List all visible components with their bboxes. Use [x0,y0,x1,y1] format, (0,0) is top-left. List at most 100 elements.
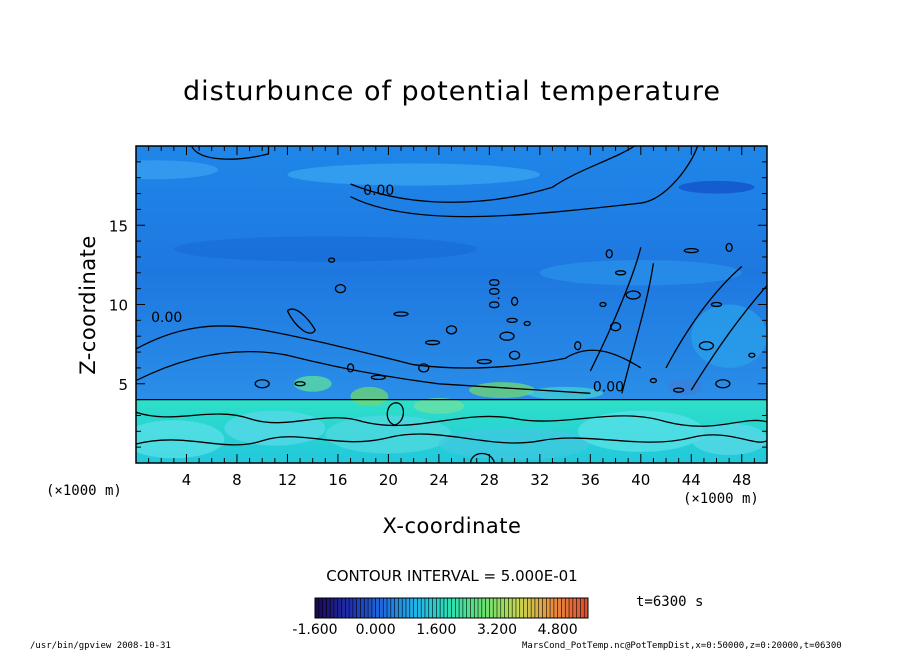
x-tick-label: 40 [631,471,650,489]
colorbar-cell [455,598,460,618]
y-axis-label: Z-coordinate [76,235,100,375]
field-patch [667,378,703,395]
colorbar: -1.600 0.000 1.600 3.200 4.800 [292,597,589,638]
contour-cell [393,311,409,317]
contour-line [690,285,767,391]
colorbar-cell [515,598,521,618]
contour-cell [508,350,521,360]
contour-cell [254,379,270,389]
colorbar-cell [462,598,468,618]
colorbar-cell [390,598,396,618]
contour-line [621,263,655,394]
contour-cell [649,377,658,384]
colorbar-cell [356,598,361,618]
colorbar-tick-label: 1.600 [416,622,456,638]
contour-label: 0.00 [151,310,182,326]
contour-cell [346,363,355,373]
x-tick-label: 20 [379,471,398,489]
contour-cell [614,270,627,276]
colorbar-cell [375,598,380,618]
contour-cell [673,387,685,393]
contour-lines [136,146,767,463]
contour-cell [748,352,756,358]
field-patch [678,180,755,194]
contour-line [665,266,743,369]
contour-line [136,350,591,394]
contour-line [136,411,767,427]
contour-cell [294,381,306,387]
colorbar-cell [318,598,324,618]
y-axis: 5 10 15 [109,161,767,448]
contour-line [350,146,635,203]
colorbar-cell [557,598,562,618]
contour-label: 0.00 [593,380,624,396]
colorbar-cell [383,598,388,618]
colorbar-cell [478,598,483,618]
contour-cell [698,341,715,351]
contour-cell [725,242,733,253]
colorbar-cell [432,598,437,618]
colorbar-cell [493,598,498,618]
colorbar-cell [550,598,555,618]
contour-cell [424,339,441,346]
colorbar-cell [576,598,581,618]
colorbar-cell [447,598,452,618]
colorbar-cell [326,598,331,618]
colorbar-cell [345,598,350,618]
colorbar-cell [406,598,411,618]
y-tick-label: 5 [118,376,128,394]
colorbar-cell [534,598,540,618]
colorbar-tick-label: -1.600 [292,622,337,638]
colorbar-cell [330,598,335,618]
colorbar-cell [436,598,441,618]
colorbar-cell [364,598,369,618]
contour-cell [499,331,515,341]
x-tick-label: 4 [182,471,192,489]
colorbar-cell [341,598,346,618]
colorbar-cell [474,598,479,618]
field-patch [173,236,477,262]
contour-cell [683,247,699,254]
colorbar-cell [523,598,528,618]
y-tick-label: 10 [109,297,128,315]
colorbar-cell [572,598,578,618]
contour-line [386,402,405,426]
colorbar-cell [527,598,532,618]
field-patch [438,428,591,460]
field-patch [413,398,465,414]
contour-line [190,146,270,160]
contour-cell [710,301,723,308]
contour-line [136,325,642,369]
contour-cell [625,290,641,300]
x-tick-label: 48 [732,471,751,489]
colorbar-cell [584,598,589,618]
colorbar-cell [333,598,339,618]
colorbar-cell [360,598,365,618]
colorbar-cell [497,598,502,618]
x-tick-label: 24 [429,471,448,489]
field-patch [527,386,603,400]
colorbar-cell [322,598,327,618]
colorbar-cell [542,598,547,618]
contour-cell [418,363,430,373]
colorbar-cell [409,598,415,618]
contour-cell [476,358,492,365]
colorbar-cell [519,598,525,618]
x-unit-label-right: (×1000 m) [683,491,759,507]
colorbar-cell [424,598,430,618]
contour-cell [605,249,613,259]
colorbar-cell [315,598,320,618]
contour-label: 0.00 [363,183,394,199]
contour-cell [609,322,622,332]
x-tick-label: 12 [278,471,297,489]
field-patch [293,375,332,392]
colorbar-cell [398,598,403,618]
colorbar-cell [565,598,570,618]
field-patch [469,382,535,399]
field-patch [350,386,389,406]
colorbar-cell [428,598,434,618]
colorbar-cell [512,598,517,618]
x-tick-label: 16 [328,471,347,489]
field-patch [325,415,452,454]
